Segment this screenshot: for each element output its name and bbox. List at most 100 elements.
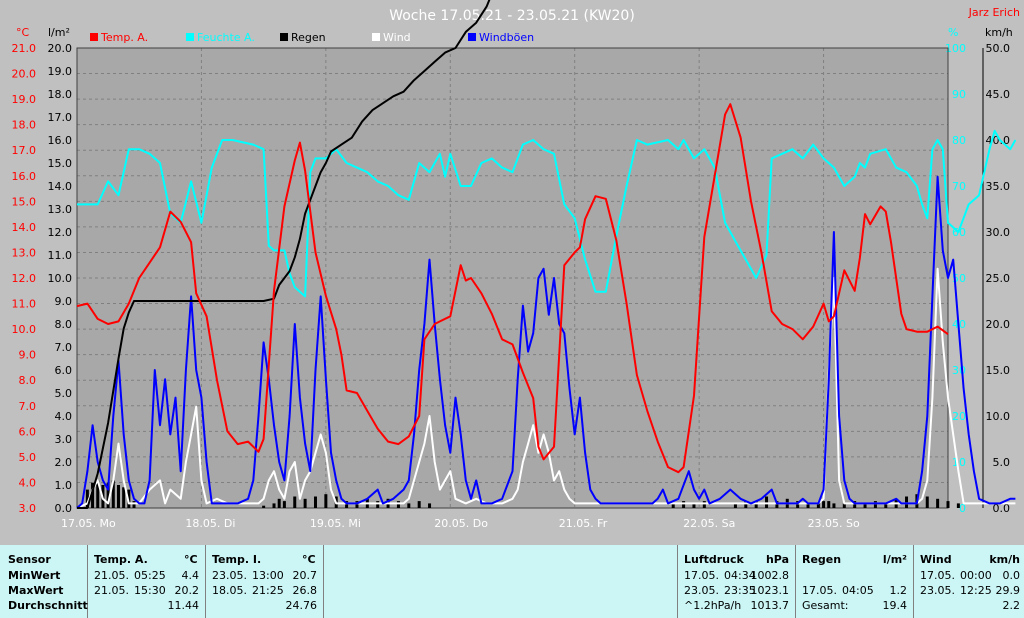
rain-column: Regen l/m² 17.05. 04:05 1.2 Gesamt: 19.4	[796, 545, 914, 618]
rain-tick-label: 3.0	[55, 433, 73, 446]
temp-a-column: Temp. A. °C 21.05. 05:25 4.4 21.05. 15:3…	[88, 545, 206, 618]
wind-unit-label: km/h	[985, 26, 1013, 39]
temp-i-max-date: 18.05.	[212, 584, 247, 597]
day-tick-label: 17.05. Mo	[61, 517, 116, 530]
rain-bar	[946, 501, 950, 508]
pressure-min-value: 1002.8	[750, 569, 790, 582]
sensor-column: Sensor MinWert MaxWert Durchschnitt	[0, 545, 88, 618]
rain-tick-label: 14.0	[48, 180, 73, 193]
temp-a-unit: °C	[184, 553, 198, 566]
temp-a-min-date: 21.05.	[94, 569, 129, 582]
temp-i-min-date: 23.05.	[212, 569, 247, 582]
rain-bar	[303, 498, 307, 508]
day-tick-label: 21.05. Fr	[559, 517, 608, 530]
humidity-tick-label: 30	[952, 364, 966, 377]
wind-tick-label: 35.0	[986, 180, 1011, 193]
rain-max-time: 04:05	[842, 584, 874, 597]
humidity-tick-label: 70	[952, 180, 966, 193]
pressure-trend-value: 1013.7	[750, 599, 790, 612]
chart-area: Woche 17.05.21 - 23.05.21 (KW20) Jarz Er…	[11, 0, 1021, 530]
pressure-max-date: 23.05.	[684, 584, 719, 597]
rain-bar	[262, 505, 266, 508]
rain-bar	[925, 496, 929, 508]
temp-tick-label: 5.0	[19, 451, 37, 464]
rain-bar	[324, 494, 328, 508]
temp-tick-label: 20.0	[12, 68, 37, 81]
rain-bar	[863, 503, 867, 508]
humidity-unit-label: %	[948, 26, 958, 39]
temp-tick-label: 4.0	[19, 476, 37, 489]
rain-tick-label: 19.0	[48, 65, 73, 78]
temp-tick-label: 9.0	[19, 349, 37, 362]
series-line-feuchte-a-	[77, 129, 1017, 298]
series-line-regen	[77, 0, 491, 509]
humidity-tick-label: 10	[952, 456, 966, 469]
rain-bar	[671, 503, 675, 508]
rain-bar	[313, 496, 317, 508]
wind-tick-label: 5.0	[993, 456, 1011, 469]
rain-bar	[744, 501, 748, 508]
series-line-windb-en	[76, 175, 1016, 509]
rain-tick-label: 8.0	[55, 318, 73, 331]
temp-i-header: Temp. I.	[212, 553, 262, 566]
temp-a-header: Temp. A.	[94, 553, 148, 566]
rain-bar	[775, 501, 779, 508]
rain-bar	[111, 480, 115, 508]
row-label-min: MinWert	[8, 569, 61, 582]
pressure-max-time: 23:35	[724, 584, 756, 597]
legend-label: Windböen	[479, 31, 534, 44]
day-tick-label: 23.05. So	[808, 517, 860, 530]
rain-bar	[428, 503, 432, 508]
temp-tick-label: 18.0	[12, 119, 37, 132]
rain-bar	[853, 501, 857, 508]
rain-bar	[396, 501, 400, 508]
temp-tick-label: 21.0	[12, 42, 37, 55]
rain-bar	[272, 503, 276, 508]
statistics-panel: Sensor MinWert MaxWert Durchschnitt Temp…	[0, 545, 1024, 618]
humidity-tick-label: 20	[952, 410, 966, 423]
rain-tick-label: 20.0	[48, 42, 73, 55]
temp-unit-label: °C	[16, 26, 30, 39]
wind-min-time: 00:00	[960, 569, 992, 582]
wind-max-value: 29.9	[995, 584, 1021, 597]
wind-tick-label: 0.0	[993, 502, 1011, 515]
pressure-column: Luftdruck hPa 17.05. 04:34 1002.8 23.05.…	[678, 545, 796, 618]
rain-unit: l/m²	[882, 553, 907, 566]
axes: 3.0 4.0 5.0 6.0 7.0 8.0 9.0 10.0 11.0 12.0 13.0 14.…	[12, 42, 1011, 530]
rain-bar	[733, 503, 737, 508]
rain-tick-label: 0.0	[55, 502, 73, 515]
rain-tick-label: 10.0	[48, 272, 73, 285]
rain-total-value: 19.4	[882, 599, 908, 612]
rain-bar	[956, 503, 960, 508]
rain-bar	[96, 480, 100, 508]
row-label-avg: Durchschnitt	[8, 599, 88, 612]
temp-tick-label: 13.0	[12, 246, 37, 259]
pressure-header: Luftdruck	[684, 553, 744, 566]
temp-tick-label: 3.0	[19, 502, 37, 515]
row-label-max: MaxWert	[8, 584, 64, 597]
temp-i-max-value: 26.8	[292, 584, 318, 597]
rain-bar	[754, 501, 758, 508]
rain-bar	[127, 489, 131, 508]
wind-tick-label: 30.0	[986, 226, 1011, 239]
temp-tick-label: 11.0	[12, 298, 37, 311]
temp-tick-label: 16.0	[12, 170, 37, 183]
temp-tick-label: 8.0	[19, 374, 37, 387]
series-line-wind	[76, 267, 1016, 509]
rain-tick-label: 16.0	[48, 134, 73, 147]
temp-tick-label: 17.0	[12, 144, 37, 157]
author-label: Jarz Erich	[968, 6, 1020, 19]
wind-tick-label: 45.0	[986, 88, 1011, 101]
rain-tick-label: 11.0	[48, 249, 73, 262]
rain-bar	[132, 501, 136, 508]
wind-header: Wind	[920, 553, 952, 566]
rain-tick-label: 12.0	[48, 226, 73, 239]
legend-swatch	[372, 33, 380, 41]
wind-tick-label: 10.0	[986, 410, 1011, 423]
rain-bar	[355, 501, 359, 508]
rain-max-value: 1.2	[889, 584, 908, 597]
rain-bar	[765, 496, 769, 508]
temp-a-average: 11.44	[167, 599, 200, 612]
temp-i-max-time: 21:25	[252, 584, 284, 597]
legend-label: Temp. A.	[100, 31, 148, 44]
